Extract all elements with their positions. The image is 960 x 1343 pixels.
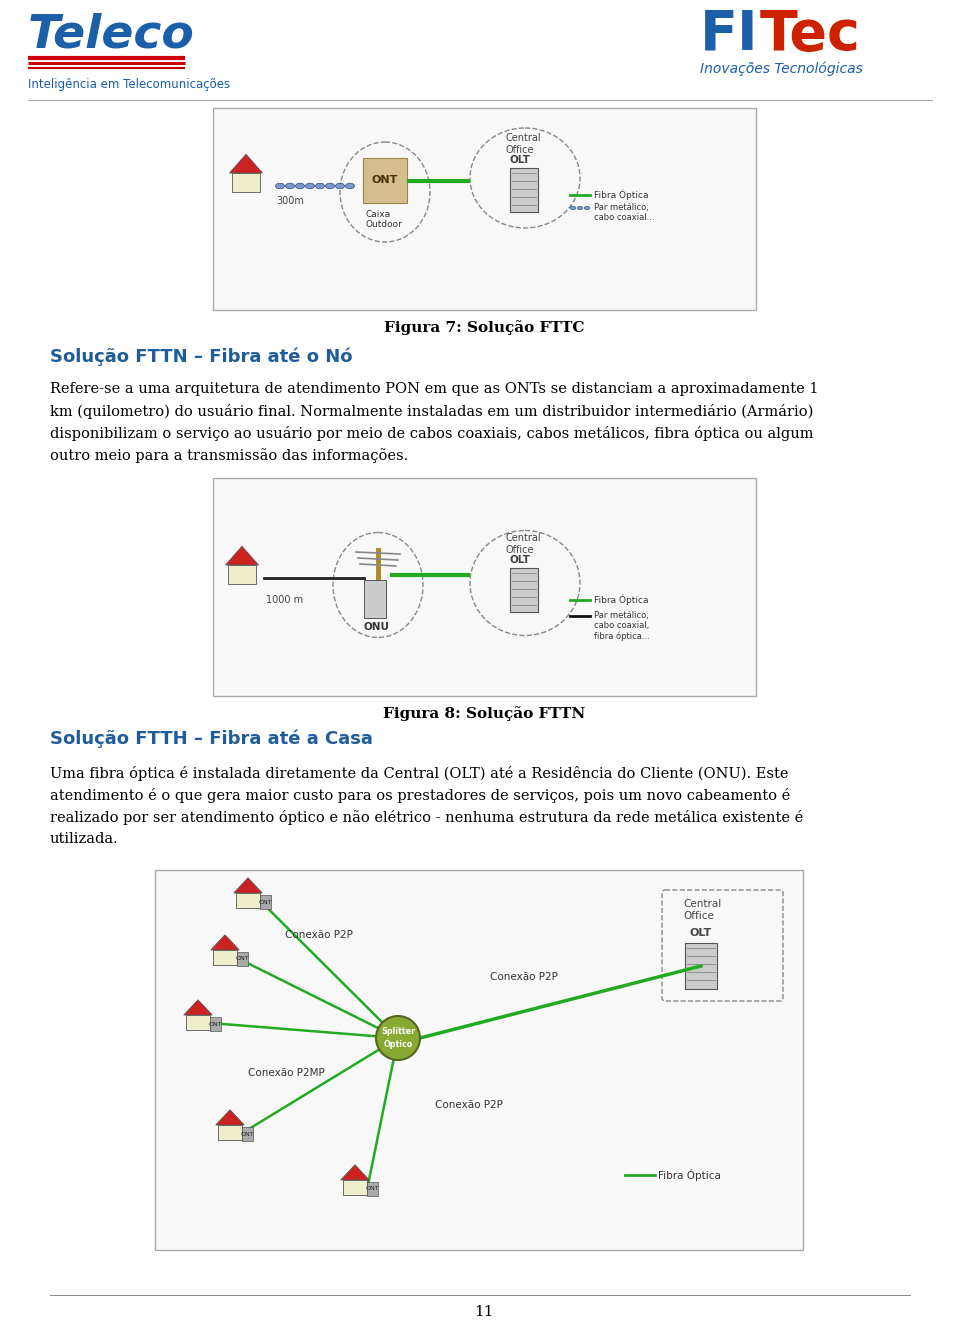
Text: Fibra Óptica: Fibra Óptica <box>594 189 649 200</box>
Text: OLT: OLT <box>510 154 531 165</box>
Text: 300m: 300m <box>276 196 304 205</box>
FancyBboxPatch shape <box>343 1180 368 1195</box>
Ellipse shape <box>335 183 345 189</box>
Text: ONT: ONT <box>236 956 250 962</box>
Polygon shape <box>211 935 239 950</box>
Ellipse shape <box>325 183 334 189</box>
FancyBboxPatch shape <box>213 950 237 966</box>
Ellipse shape <box>570 207 576 210</box>
Text: realizado por ser atendimento óptico e não elétrico - nenhuma estrutura da rede : realizado por ser atendimento óptico e n… <box>50 810 804 825</box>
Text: Figura 8: Solução FTTN: Figura 8: Solução FTTN <box>383 706 586 721</box>
Text: Tec: Tec <box>760 8 861 62</box>
Text: FI: FI <box>700 8 758 62</box>
FancyBboxPatch shape <box>218 1125 242 1140</box>
Text: 11: 11 <box>474 1305 493 1319</box>
FancyBboxPatch shape <box>235 893 260 908</box>
FancyBboxPatch shape <box>685 943 717 988</box>
Text: Uma fibra óptica é instalada diretamente da Central (OLT) até a Residência do Cl: Uma fibra óptica é instalada diretamente… <box>50 766 788 782</box>
Text: Figura 7: Solução FTTC: Figura 7: Solução FTTC <box>384 320 585 334</box>
Text: outro meio para a transmissão das informações.: outro meio para a transmissão das inform… <box>50 449 408 463</box>
FancyBboxPatch shape <box>237 952 249 966</box>
Text: atendimento é o que gera maior custo para os prestadores de serviços, pois um no: atendimento é o que gera maior custo par… <box>50 788 790 803</box>
Text: Teleco: Teleco <box>28 12 195 56</box>
Ellipse shape <box>316 183 324 189</box>
Circle shape <box>376 1017 420 1060</box>
Text: Solução FTTN – Fibra até o Nó: Solução FTTN – Fibra até o Nó <box>50 348 352 367</box>
Text: Par metálico,
cabo coaxial...: Par metálico, cabo coaxial... <box>594 203 655 223</box>
FancyBboxPatch shape <box>363 158 407 203</box>
Text: Central
Office: Central Office <box>505 133 540 154</box>
Text: Central
Office: Central Office <box>505 533 540 555</box>
Text: Conexão P2P: Conexão P2P <box>285 929 353 940</box>
Text: ONT: ONT <box>209 1022 223 1026</box>
Text: Fibra Óptica: Fibra Óptica <box>658 1168 721 1180</box>
FancyBboxPatch shape <box>368 1182 378 1197</box>
FancyBboxPatch shape <box>231 173 260 192</box>
FancyBboxPatch shape <box>155 870 803 1250</box>
FancyBboxPatch shape <box>210 1017 222 1031</box>
Text: Conexão P2P: Conexão P2P <box>435 1100 503 1111</box>
Polygon shape <box>183 999 212 1015</box>
Polygon shape <box>233 878 262 893</box>
Text: Central
Office: Central Office <box>683 898 721 920</box>
Text: Solução FTTH – Fibra até a Casa: Solução FTTH – Fibra até a Casa <box>50 731 372 748</box>
Text: OLT: OLT <box>689 928 711 937</box>
Text: ONT: ONT <box>241 1132 254 1136</box>
Text: Par metálico,
cabo coaxial,
fibra óptica...: Par metálico, cabo coaxial, fibra óptica… <box>594 611 650 642</box>
Text: ONT: ONT <box>259 900 273 904</box>
Ellipse shape <box>577 207 583 210</box>
Text: utilizada.: utilizada. <box>50 833 119 846</box>
Text: Inovações Tecnológicas: Inovações Tecnológicas <box>700 62 863 77</box>
Polygon shape <box>216 1109 244 1125</box>
FancyBboxPatch shape <box>213 107 756 310</box>
Text: ONU: ONU <box>364 622 390 633</box>
Ellipse shape <box>346 183 354 189</box>
Text: Caixa
Outdoor: Caixa Outdoor <box>366 210 403 230</box>
FancyBboxPatch shape <box>228 565 256 584</box>
Text: Splitter
Óptico: Splitter Óptico <box>381 1027 415 1049</box>
Text: 1000 m: 1000 m <box>266 595 303 604</box>
FancyBboxPatch shape <box>213 478 756 696</box>
FancyBboxPatch shape <box>364 580 386 618</box>
Polygon shape <box>341 1164 370 1180</box>
Ellipse shape <box>305 183 315 189</box>
Text: Conexão P2P: Conexão P2P <box>490 972 558 982</box>
Ellipse shape <box>285 183 295 189</box>
Polygon shape <box>226 547 258 565</box>
FancyBboxPatch shape <box>242 1127 253 1142</box>
FancyBboxPatch shape <box>510 568 538 612</box>
FancyBboxPatch shape <box>510 168 538 212</box>
Ellipse shape <box>585 207 589 210</box>
Text: Fibra Óptica: Fibra Óptica <box>594 595 649 606</box>
Text: ONT: ONT <box>366 1186 379 1191</box>
Ellipse shape <box>296 183 304 189</box>
FancyBboxPatch shape <box>260 894 272 909</box>
Polygon shape <box>229 154 262 173</box>
Text: Refere-se a uma arquitetura de atendimento PON em que as ONTs se distanciam a ap: Refere-se a uma arquitetura de atendimen… <box>50 381 819 396</box>
Text: OLT: OLT <box>510 555 531 565</box>
Ellipse shape <box>276 183 284 189</box>
FancyBboxPatch shape <box>185 1015 210 1030</box>
Text: Inteligência em Telecomunicações: Inteligência em Telecomunicações <box>28 78 230 91</box>
Text: Conexão P2MP: Conexão P2MP <box>248 1068 324 1078</box>
Text: km (quilometro) do usuário final. Normalmente instaladas em um distribuidor inte: km (quilometro) do usuário final. Normal… <box>50 404 813 419</box>
Text: disponibilizam o serviço ao usuário por meio de cabos coaxiais, cabos metálicos,: disponibilizam o serviço ao usuário por … <box>50 426 813 441</box>
Text: ONT: ONT <box>372 175 398 185</box>
